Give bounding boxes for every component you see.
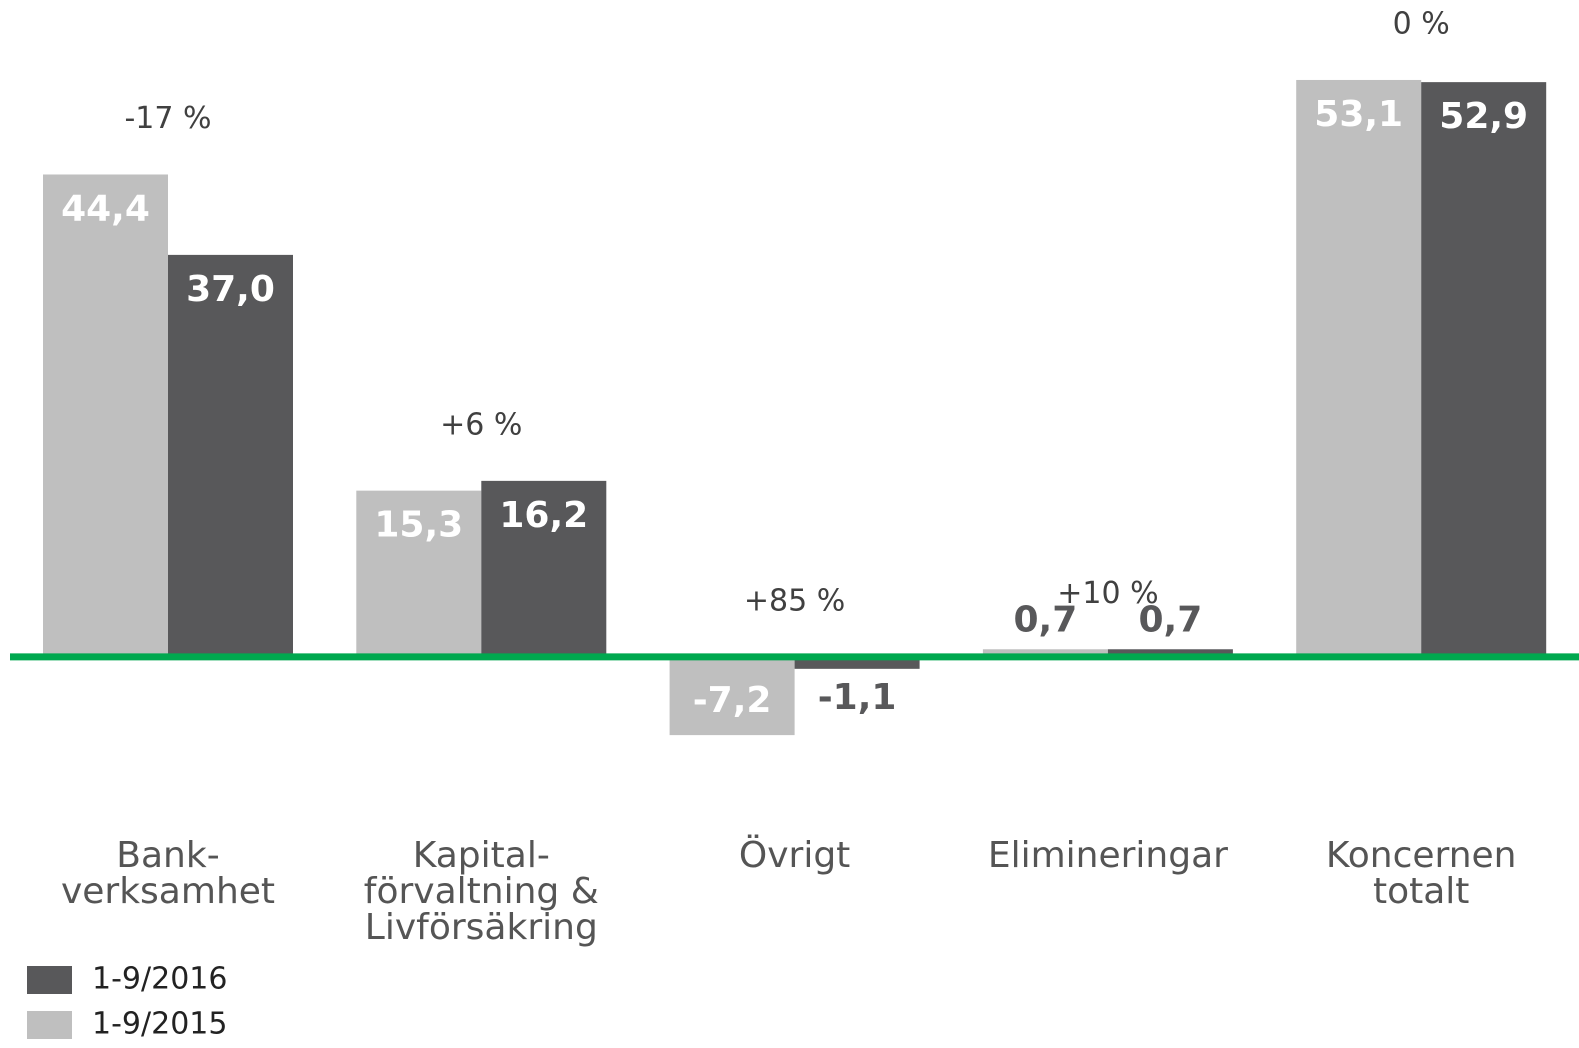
legend-swatch <box>27 1011 72 1039</box>
data-label: 37,0 <box>186 269 275 310</box>
x-tick-label: Elimineringar <box>988 835 1228 876</box>
bar <box>982 649 1108 657</box>
data-label: 16,2 <box>499 495 588 536</box>
bar <box>356 490 482 657</box>
legend-label: 1-9/2015 <box>92 1007 227 1042</box>
annotation: +10 % <box>1057 576 1158 611</box>
data-label: 53,1 <box>1314 94 1403 135</box>
data-label: 0,7 <box>1014 599 1078 640</box>
x-tick-label: Koncernen totalt <box>1326 835 1517 912</box>
bar <box>1107 649 1233 657</box>
bar <box>794 656 920 669</box>
annotation: +6 % <box>440 407 522 442</box>
bar <box>481 480 607 657</box>
data-label: -1,1 <box>818 677 897 718</box>
annotation: +85 % <box>744 583 845 618</box>
legend-label: 1-9/2016 <box>92 962 227 997</box>
x-tick-label: Kapital-förvaltning & Livförsäkring <box>364 835 599 948</box>
data-label: 52,9 <box>1439 96 1528 137</box>
data-label: 44,4 <box>61 188 150 229</box>
x-tick-label: Bank-verksamhet <box>61 835 275 912</box>
legend-swatch <box>27 966 72 994</box>
data-label: 15,3 <box>374 505 463 546</box>
bar <box>1296 79 1422 657</box>
annotation: -17 % <box>124 101 211 136</box>
bar <box>43 174 168 657</box>
annotation: 0 % <box>1393 6 1450 41</box>
bar <box>1421 82 1547 657</box>
data-label: 0,7 <box>1139 599 1203 640</box>
bar <box>168 254 293 657</box>
bar <box>669 656 795 736</box>
x-tick-label: Övrigt <box>739 834 850 876</box>
data-label: -7,2 <box>693 680 772 721</box>
